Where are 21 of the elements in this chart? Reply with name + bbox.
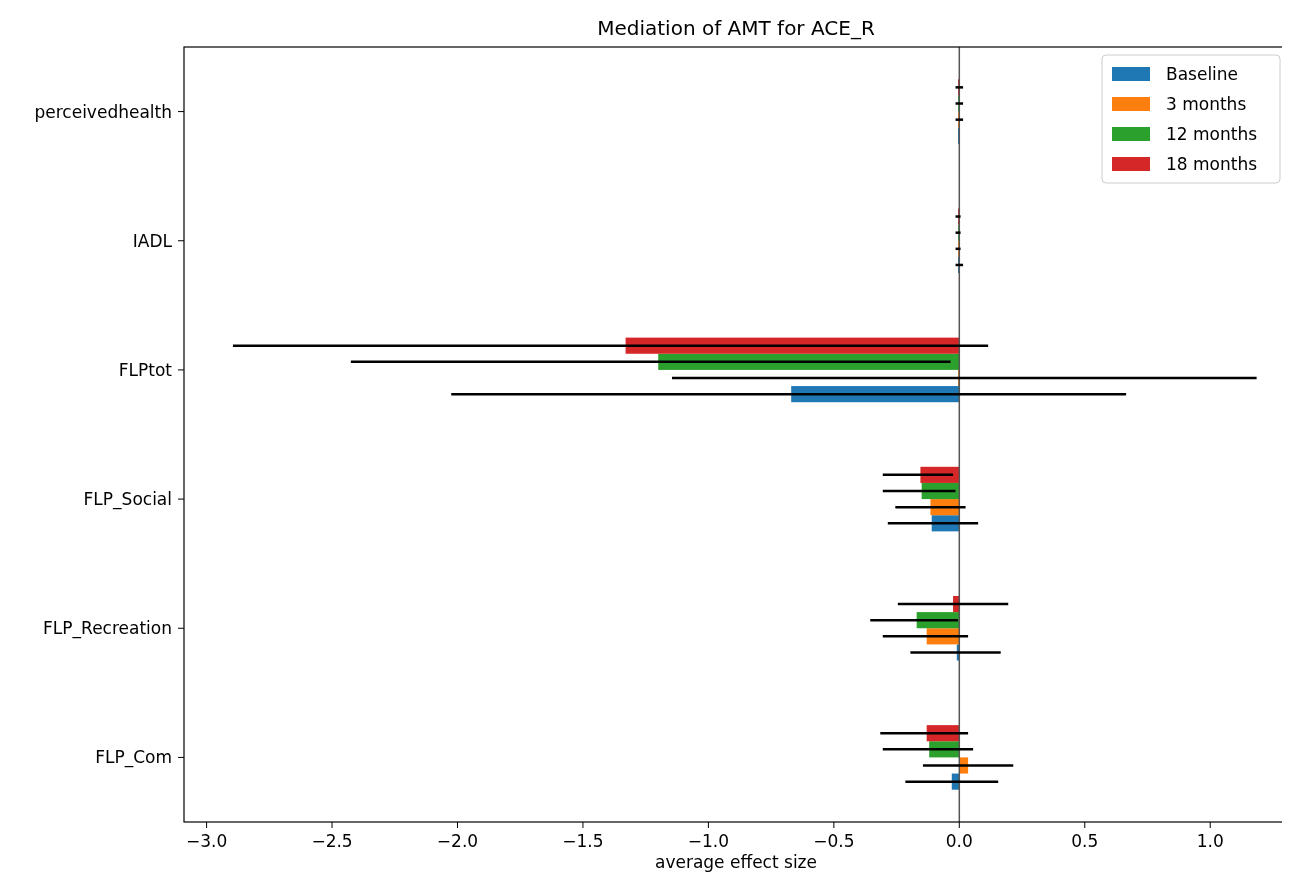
x-tick-label: −3.0 xyxy=(185,831,228,851)
x-tick-label: −2.5 xyxy=(311,831,353,851)
chart-title: Mediation of AMT for ACE_R xyxy=(597,16,875,40)
x-tick-label: −0.5 xyxy=(813,831,855,851)
x-tick-label: −1.5 xyxy=(562,831,604,851)
x-tick-label: 0.0 xyxy=(945,831,973,851)
y-tick-label: FLPtot xyxy=(118,359,173,380)
y-tick-label: FLP_Social xyxy=(83,489,172,511)
x-tick-label: −1.0 xyxy=(687,831,730,851)
legend-label: 3 months xyxy=(1166,94,1247,114)
y-tick-label: FLP_Recreation xyxy=(43,618,172,640)
legend-label: 12 months xyxy=(1166,124,1258,144)
y-tick-label: IADL xyxy=(132,230,173,251)
x-tick-label: 0.5 xyxy=(1071,831,1099,851)
legend-label: Baseline xyxy=(1166,64,1239,84)
x-tick-label: −2.0 xyxy=(436,831,479,851)
x-axis-title: average effect size xyxy=(654,852,818,872)
y-tick-label: perceivedhealth xyxy=(34,101,172,122)
y-tick-label: FLP_Com xyxy=(95,747,172,769)
x-tick-label: 1.0 xyxy=(1196,831,1224,851)
legend-label: 18 months xyxy=(1166,154,1258,174)
